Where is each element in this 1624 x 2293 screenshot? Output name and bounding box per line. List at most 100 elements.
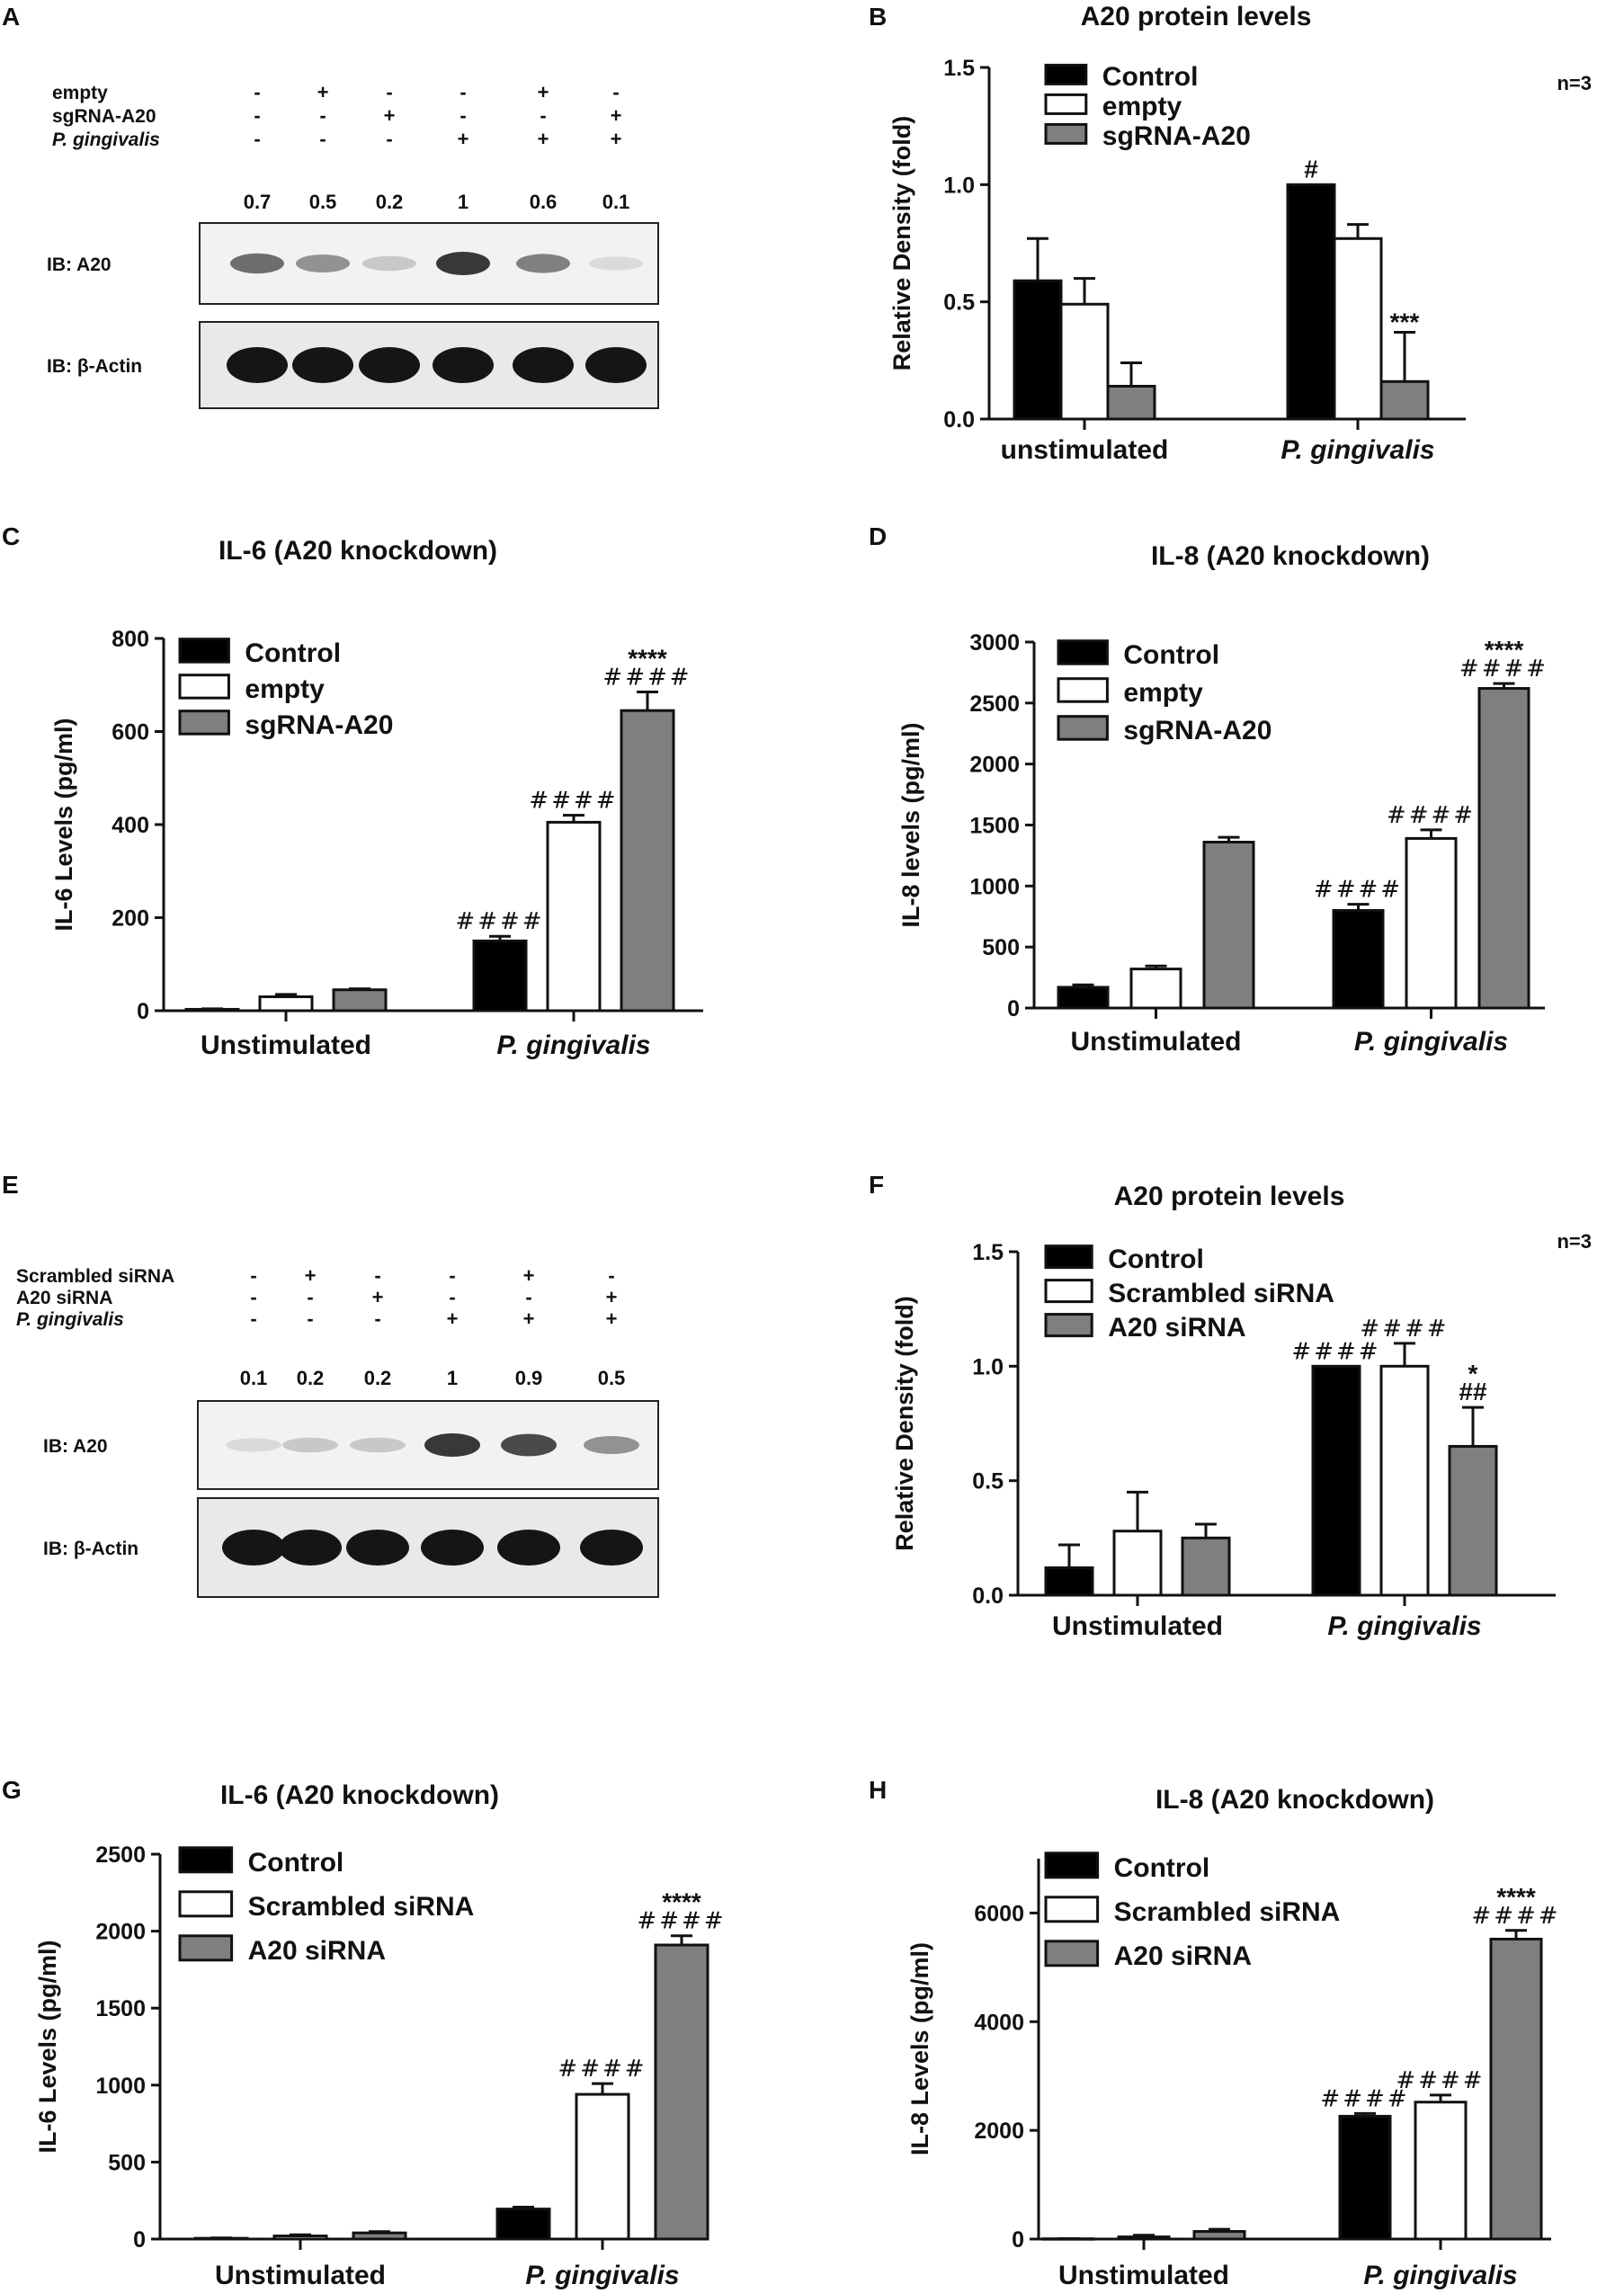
y-tick-label-b: 1.5 [943,56,975,81]
blot-sign: - [307,1286,313,1308]
bar-h-1-1 [1414,2101,1468,2241]
blot-a20-band [350,1437,406,1453]
y-tick-label-g: 1000 [95,2074,146,2099]
blot-sign: + [611,104,622,127]
blot-sign: + [606,1286,618,1308]
legend-swatch-b [1044,63,1088,85]
blot-sign: - [612,81,619,103]
y-tick-label-d: 2500 [969,691,1020,717]
x-tick-label-b: unstimulated [1001,435,1169,465]
blot-ib-label: IB: β-Actin [43,1539,138,1559]
blot-ib-label: IB: β-Actin [47,356,142,377]
bar-d-1-0 [1129,968,1182,1010]
bar-c-0-0 [184,1007,240,1013]
bar-f-2-1 [1448,1444,1498,1597]
blot-sign: - [540,104,546,127]
y-tick-label-d: 1500 [969,814,1020,839]
bar-b-1-0 [1059,302,1110,421]
bar-annotation-c: #### [529,788,618,815]
blot-density-value: 0.6 [530,191,558,213]
bar-b-0-0 [1013,279,1063,421]
x-tick-label-d: P. gingivalis [1354,1027,1508,1057]
bar-annotation-h: #### [1320,2085,1409,2112]
chart-title-g: IL-6 (A20 knockdown) [220,1780,499,1810]
bar-annotation-d: #### [1314,877,1403,904]
bar-c-2-1 [620,709,675,1013]
blot-sign: - [386,81,392,103]
bar-g-2-1 [654,1943,709,2241]
legend-swatch-f [1044,1313,1093,1338]
legend-label-g: Control [248,1848,344,1878]
y-tick-label-c: 0 [137,999,149,1024]
x-tick-label-d: Unstimulated [1070,1027,1241,1057]
y-tick-label-d: 500 [982,935,1020,960]
bar-f-0-1 [1311,1364,1361,1597]
blot-density-value: 0.1 [602,191,630,213]
bar-h-2-1 [1489,1937,1543,2241]
y-tick-label-g: 500 [108,2150,146,2175]
legend-swatch-d [1057,677,1109,703]
blot-ib-label: IB: A20 [43,1436,108,1457]
bar-g-1-1 [575,2092,630,2241]
blot-a20-band [226,1438,281,1452]
bar-f-2-0 [1181,1536,1231,1597]
blot-actin-band [222,1530,285,1566]
y-tick-label-d: 2000 [969,753,1020,778]
y-axis-label-h: IL-8 Levels (pg/ml) [906,1942,933,2155]
blot-sign: + [372,1286,384,1308]
blot-density-value: 0.2 [364,1367,392,1389]
legend-label-d: Control [1123,640,1219,670]
y-tick-label-c: 200 [112,906,149,932]
blot-sign: - [250,1286,256,1308]
bar-d-1-1 [1405,836,1458,1010]
blot-actin-band [279,1530,342,1566]
blot-density-value: 0.9 [515,1367,543,1389]
blot-sign: + [305,1264,317,1287]
blot-sign: - [608,1264,614,1287]
y-tick-label-d: 0 [1007,996,1020,1022]
legend-label-h: Control [1114,1853,1210,1883]
legend-swatch-c [178,674,230,700]
blot-sign: - [319,128,326,150]
blot-row-label: P. gingivalis [52,129,160,150]
x-tick-label-c: P. gingivalis [496,1031,650,1060]
bar-c-2-0 [332,988,388,1013]
y-tick-label-c: 600 [112,720,149,745]
panel-label-d: D [869,522,887,550]
bar-g-0-0 [193,2236,249,2241]
bar-d-0-0 [1057,986,1110,1010]
chart-title-f: A20 protein levels [1114,1182,1345,1211]
blot-actin-band [580,1530,643,1566]
bar-h-0-1 [1338,2114,1392,2241]
legend-label-c: empty [245,674,325,704]
legend-label-h: Scrambled siRNA [1114,1897,1341,1927]
bar-c-0-1 [472,939,528,1013]
blot-sign: + [447,1307,459,1330]
y-tick-label-g: 1500 [95,1996,146,2021]
chart-note-f: n=3 [1557,1230,1592,1253]
legend-label-b: empty [1102,92,1182,121]
x-tick-label-h: P. gingivalis [1363,2261,1517,2290]
panel-label-h: H [869,1776,887,1804]
legend-swatch-h [1044,1940,1100,1967]
blot-sign: + [611,128,622,150]
blot-sign: + [523,1264,535,1287]
bar-b-2-0 [1106,385,1156,421]
legend-swatch-g [178,1846,234,1874]
blot-density-value: 0.1 [240,1367,268,1389]
x-tick-label-g: P. gingivalis [525,2261,679,2290]
blot-actin-band [346,1530,409,1566]
legend-swatch-b [1044,93,1088,115]
blot-sign: - [386,128,392,150]
legend-label-d: sgRNA-A20 [1123,716,1272,745]
blot-a20-band [282,1437,338,1453]
blot-row-label: empty [52,83,108,103]
y-tick-label-f: 0.5 [972,1469,1004,1494]
bar-b-0-1 [1286,183,1336,421]
bar-f-1-1 [1379,1364,1430,1597]
bar-annotation-d: **** [1485,636,1524,664]
y-tick-label-g: 2500 [95,1842,146,1868]
bar-b-1-1 [1333,236,1383,421]
blot-density-value: 0.2 [297,1367,325,1389]
